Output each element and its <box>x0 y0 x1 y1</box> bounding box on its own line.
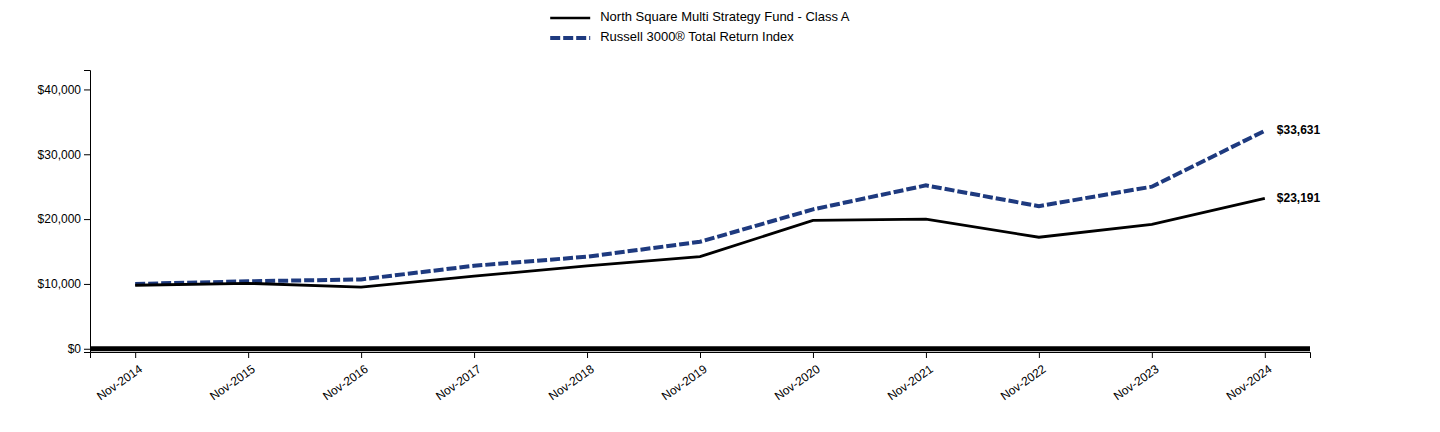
x-tick-label: Nov-2019 <box>659 362 710 403</box>
x-tick-label: Nov-2022 <box>998 362 1049 403</box>
x-tick: Nov-2023 <box>1111 352 1162 403</box>
baseline <box>90 346 1310 351</box>
x-tick-mark <box>926 352 927 358</box>
chart: $0$10,000$20,000$30,000$40,000Nov-2014No… <box>0 0 1440 432</box>
x-tick-label: Nov-2023 <box>1111 362 1162 403</box>
series-line <box>135 131 1265 284</box>
y-tick: $40,000 <box>38 83 90 97</box>
x-tick-mark <box>474 352 475 358</box>
legend-swatch <box>550 36 590 40</box>
x-tick: Nov-2021 <box>885 352 936 403</box>
x-tick: Nov-2018 <box>546 352 597 403</box>
x-tick-mark <box>813 352 814 358</box>
x-tick-label: Nov-2015 <box>207 362 258 403</box>
y-tick-label: $40,000 <box>38 83 82 97</box>
y-tick: $30,000 <box>38 148 90 162</box>
x-tick-label: Nov-2016 <box>320 362 371 403</box>
x-tick-mark <box>248 352 249 358</box>
x-tick: Nov-2015 <box>207 352 258 403</box>
legend-label: Russell 3000® Total Return Index <box>600 29 794 44</box>
end-label: $33,631 <box>1277 123 1321 137</box>
y-tick: $10,000 <box>38 277 90 291</box>
x-tick: Nov-2022 <box>998 352 1049 403</box>
y-tick-mark <box>84 349 90 350</box>
x-axis: Nov-2014 Nov-2015 Nov-2016 Nov-2017 Nov-2018… <box>91 352 1311 403</box>
x-tick-mark <box>700 352 701 358</box>
x-tick-mark <box>135 352 136 358</box>
end-label: $23,191 <box>1277 191 1321 205</box>
x-tick-mark <box>1039 352 1040 358</box>
y-tick-label: $30,000 <box>38 148 82 162</box>
x-tick-mark <box>587 352 588 358</box>
marks <box>90 131 1310 349</box>
x-tick: Nov-2020 <box>772 352 823 403</box>
x-tick-mark <box>1265 352 1266 358</box>
x-tick-label: Nov-2017 <box>433 362 484 403</box>
x-tick: Nov-2017 <box>433 352 484 403</box>
y-axis-line <box>84 71 91 353</box>
x-tick-mark <box>1152 352 1153 358</box>
legend-swatch <box>550 17 590 20</box>
legend-item: North Square Multi Strategy Fund - Class… <box>550 9 850 24</box>
x-tick: Nov-2014 <box>94 352 145 403</box>
y-tick-mark <box>84 89 90 90</box>
y-axis: $0 $10,000 $20,000 $30,000 $40,000 <box>38 71 91 357</box>
y-tick-mark <box>84 154 90 155</box>
legend: North Square Multi Strategy Fund - Class… <box>550 9 850 44</box>
x-axis-line <box>91 353 1311 359</box>
y-tick-mark <box>84 219 90 220</box>
legend-item: Russell 3000® Total Return Index <box>550 29 794 44</box>
x-tick-label: Nov-2020 <box>772 362 823 403</box>
y-tick-mark <box>84 284 90 285</box>
x-tick-label: Nov-2014 <box>94 362 145 403</box>
legend-label: North Square Multi Strategy Fund - Class… <box>600 9 850 24</box>
y-tick: $20,000 <box>38 212 90 226</box>
x-tick: Nov-2016 <box>320 352 371 403</box>
y-tick-label: $0 <box>68 342 82 356</box>
x-tick-label: Nov-2018 <box>546 362 597 403</box>
y-tick-label: $20,000 <box>38 212 82 226</box>
x-tick: Nov-2024 <box>1224 352 1275 403</box>
x-tick-label: Nov-2021 <box>885 362 936 403</box>
plot: $0$10,000$20,000$30,000$40,000Nov-2014No… <box>38 71 1321 404</box>
series-line <box>135 198 1265 287</box>
x-tick: Nov-2019 <box>659 352 710 403</box>
x-tick-label: Nov-2024 <box>1224 362 1275 403</box>
y-tick-label: $10,000 <box>38 277 82 291</box>
y-tick: $0 <box>68 342 90 356</box>
annotations: $33,631 $23,191 <box>1277 123 1321 205</box>
x-tick-mark <box>361 352 362 358</box>
